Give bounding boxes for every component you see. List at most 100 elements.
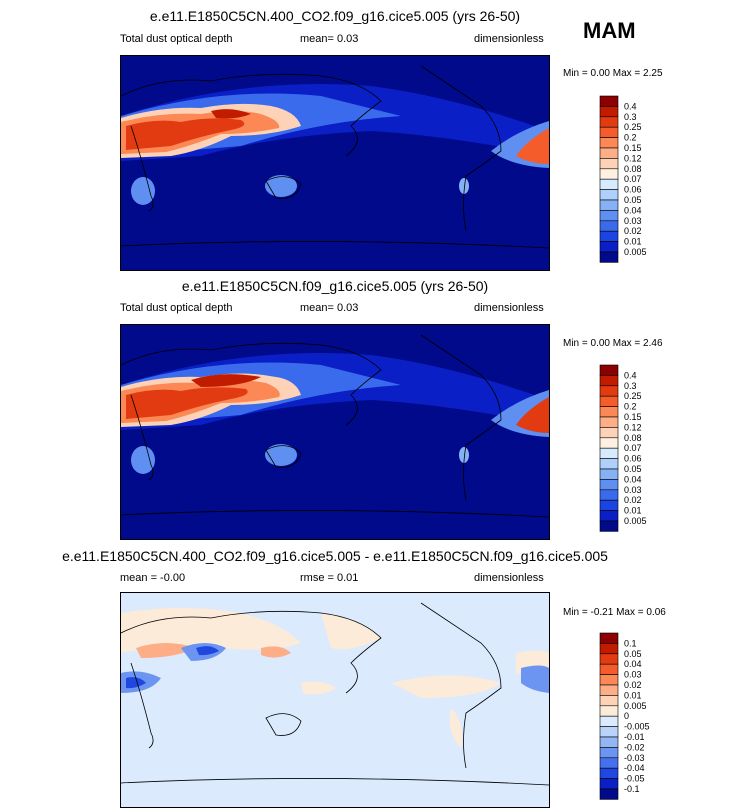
panel-3-units-label: dimensionless <box>474 572 544 584</box>
panel-1-australia-spot <box>265 175 297 197</box>
panel-2-title: e.e11.E1850C5CN.f09_g16.cice5.005 (yrs 2… <box>181 278 489 294</box>
panel-2-colorbar-tick-label: 0.03 <box>624 485 642 495</box>
panel-2-variable-label: Total dust optical depth <box>120 302 233 314</box>
panel-1-variable-label: Total dust optical depth <box>120 33 233 45</box>
panel-3-colorbar-svg: 0.10.050.040.030.020.010.0050-0.005-0.01… <box>599 632 650 800</box>
panel-1-colorbar: 0.4 0.3 0.25 0.2 0.15 0.12 0.08 0.07 0.06 0.05 0.0… <box>598 95 688 265</box>
panel-2-dust-core <box>126 387 248 419</box>
panel-3-colorbar-tick-label: -0.02 <box>624 742 645 752</box>
panel-2-colorbar-tick-label: 0.06 <box>624 454 642 464</box>
panel-2-australia-spot <box>265 444 297 466</box>
panel-2-colorbar-svg: 0.40.30.250.20.150.120.080.070.060.050.0… <box>599 364 647 532</box>
panel-2-colorbar-tick-label: 0.2 <box>624 402 637 412</box>
panel-1-colorbar-box <box>599 158 619 170</box>
panel-1-colorbar-tick-label: 0.12 <box>624 153 642 163</box>
panel-2-mean-label: mean= 0.03 <box>300 302 359 314</box>
panel-2-colorbar-tick-label: 0.05 <box>624 464 642 474</box>
panel-2-colorbar-box <box>599 416 619 428</box>
panel-1-colorbar-box <box>599 220 619 232</box>
panel-1-colorbar-tick-label: 0.07 <box>624 174 642 184</box>
panel-1-map-svg <box>121 65 549 249</box>
panel-2-colorbar-tick-label: 0.07 <box>624 443 642 453</box>
panel-3-colorbar-tick-label: -0.005 <box>624 722 650 732</box>
panel-2-minmax: Min = 0.00 Max = 2.46 <box>563 338 663 349</box>
panel-3-colorbar-box <box>599 726 619 738</box>
panel-2-colorbar-tick-label: 0.08 <box>624 433 642 443</box>
panel-3-rmse-label: rmse = 0.01 <box>300 572 359 584</box>
panel-2-colorbar-tick-label: 0.005 <box>624 516 647 526</box>
panel-1-colorbar-tick-label: 0.06 <box>624 185 642 195</box>
panel-3-map-svg <box>121 602 549 786</box>
panel-1-colorbar-svg: 0.40.30.250.20.150.120.080.070.060.050.0… <box>599 95 647 263</box>
panel-1-dust-arabia <box>211 109 251 119</box>
panel-2-coastlines <box>121 334 549 518</box>
panel-1-colorbar-tick-label: 0.4 <box>624 101 637 111</box>
panel-3-positive-areas <box>121 608 549 748</box>
panel-3-colorbar-tick-label: 0.03 <box>624 670 642 680</box>
panel-1-colorbar-box <box>599 168 619 180</box>
panel-3-colorbar-tick-label: 0.05 <box>624 649 642 659</box>
panel-3-colorbar-box <box>599 767 619 779</box>
panel-1-colorbar-box <box>599 126 619 138</box>
panel-2-colorbar-box <box>599 489 619 501</box>
panel-1-colorbar-box <box>599 116 619 128</box>
panel-1-colorbar-tick-label: 0.2 <box>624 133 637 143</box>
panel-3-title: e.e11.E1850C5CN.400_CO2.f09_g16.cice5.00… <box>62 548 608 564</box>
panel-1-colorbar-box <box>599 95 619 107</box>
panel-3-colorbar-tick-label: 0.01 <box>624 690 642 700</box>
panel-1-colorbar-box <box>599 178 619 190</box>
panel-2-colorbar-tick-label: 0.3 <box>624 381 637 391</box>
panel-2-s-america-spot <box>459 447 469 463</box>
panel-1-colorbar-tick-label: 0.25 <box>624 122 642 132</box>
panel-1-dust-core <box>126 118 245 150</box>
panel-2-colorbar-box <box>599 364 619 376</box>
panel-1-colorbar-tick-label: 0.005 <box>624 247 647 257</box>
panel-1-colorbar-box <box>599 189 619 201</box>
panel-3-minmax: Min = -0.21 Max = 0.06 <box>563 607 666 618</box>
panel-3-colorbar-box <box>599 632 619 644</box>
panel-3-colorbar-box <box>599 747 619 759</box>
panel-3-colorbar-box <box>599 705 619 717</box>
panel-2-colorbar-tick-label: 0.02 <box>624 495 642 505</box>
panel-3-colorbar-tick-label: -0.01 <box>624 732 645 742</box>
panel-3-colorbar-box <box>599 674 619 686</box>
panel-3-colorbar-box <box>599 663 619 675</box>
panel-2-americas-core <box>516 397 549 433</box>
panel-2-dust-arabia <box>191 374 261 387</box>
panel-1-americas-core <box>516 128 549 164</box>
panel-2-map-svg <box>121 334 549 518</box>
panel-2-colorbar-box <box>599 406 619 418</box>
panel-2-colorbar: 0.4 0.3 0.25 0.2 0.15 0.12 0.08 0.07 0.06 0.05 0.0… <box>598 364 688 534</box>
panel-3-colorbar-tick-label: -0.04 <box>624 763 645 773</box>
panel-2-colorbar-box <box>599 499 619 511</box>
panel-3-colorbar-box <box>599 653 619 665</box>
panel-2-colorbar-tick-label: 0.25 <box>624 391 642 401</box>
panel-1-mean-label: mean= 0.03 <box>300 33 359 45</box>
panel-3-colorbar-box <box>599 778 619 790</box>
panel-2-colorbar-tick-label: 0.04 <box>624 474 642 484</box>
panel-3-colorbar-tick-label: 0.04 <box>624 659 642 669</box>
panel-3-colorbar-box <box>599 695 619 707</box>
panel-1-s-america-spot <box>459 178 469 194</box>
panel-3-colorbar-tick-label: -0.03 <box>624 753 645 763</box>
panel-2-colorbar-box <box>599 427 619 439</box>
panel-3-colorbar-tick-label: -0.1 <box>624 784 640 794</box>
panel-3-colorbar-box <box>599 736 619 748</box>
panel-3-map <box>120 592 550 808</box>
panel-3-colorbar-box <box>599 715 619 727</box>
panel-2-colorbar-box <box>599 520 619 532</box>
panel-2-colorbar-box <box>599 375 619 387</box>
panel-3-colorbar-box <box>599 643 619 655</box>
panel-3-coastlines <box>121 602 549 786</box>
panel-1-colorbar-tick-label: 0.08 <box>624 164 642 174</box>
panel-2-colorbar-tick-label: 0.4 <box>624 370 637 380</box>
panel-3-mean-label: mean = -0.00 <box>120 572 186 584</box>
panel-1-coastlines <box>121 65 549 249</box>
panel-1-colorbar-tick-label: 0.15 <box>624 143 642 153</box>
panel-3-colorbar-tick-label: 0.1 <box>624 638 637 648</box>
panel-1-colorbar-box <box>599 251 619 263</box>
panel-1-colorbar-tick-label: 0.05 <box>624 195 642 205</box>
panel-2-colorbar-box <box>599 437 619 449</box>
panel-1-map <box>120 55 550 271</box>
panel-1-colorbar-box <box>599 137 619 149</box>
